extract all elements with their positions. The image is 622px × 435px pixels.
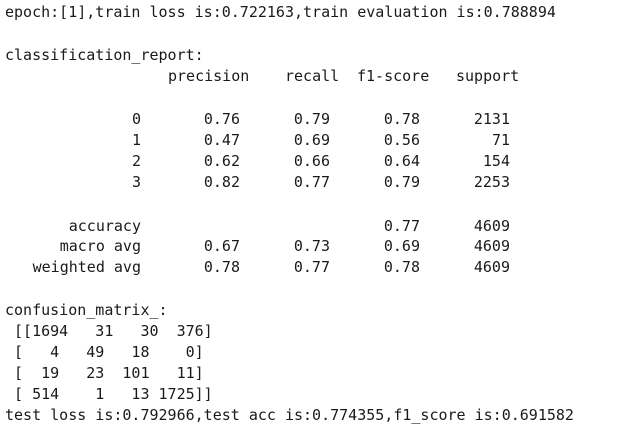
row-label: 0 [131,110,141,128]
row-recall: 0.69 [293,131,330,149]
row-support: 71 [491,131,510,149]
row-precision: 0.82 [203,173,240,191]
summary-recall: 0.77 [293,258,330,276]
confusion-title: confusion_matrix_: [5,301,168,319]
report-title: classification_report: [5,46,204,64]
row-label: 2 [131,152,141,170]
summary-f1: 0.69 [383,237,420,255]
summary-support: 4609 [473,258,510,276]
row-label: 1 [131,131,141,149]
summary-recall: 0.73 [293,237,330,255]
header-precision: precision [168,67,250,85]
summary-label: accuracy [68,217,141,235]
row-f1: 0.56 [383,131,420,149]
test-line: test loss is:0.792966,test acc is:0.7743… [5,406,574,424]
confusion-row: [[1694 31 30 376] [5,322,213,340]
row-precision: 0.62 [203,152,240,170]
summary-support: 4609 [473,237,510,255]
confusion-row: [ 4 49 18 0] [5,343,204,361]
header-support: support [456,67,520,85]
row-precision: 0.47 [203,131,240,149]
row-support: 154 [482,152,510,170]
row-f1: 0.64 [383,152,420,170]
confusion-row: [ 19 23 101 11] [5,364,204,382]
summary-support: 4609 [473,217,510,235]
summary-f1: 0.77 [383,217,420,235]
row-support: 2131 [473,110,510,128]
header-f1-score: f1-score [357,67,430,85]
row-label: 3 [131,173,141,191]
row-f1: 0.78 [383,110,420,128]
row-support: 2253 [473,173,510,191]
row-recall: 0.77 [293,173,330,191]
row-f1: 0.79 [383,173,420,191]
row-recall: 0.79 [293,110,330,128]
row-recall: 0.66 [293,152,330,170]
summary-f1: 0.78 [383,258,420,276]
epoch-line: epoch:[1],train loss is:0.722163,train e… [5,3,556,21]
summary-label: weighted avg [32,258,141,276]
summary-precision: 0.78 [203,258,240,276]
confusion-row: [ 514 1 13 1725]] [5,385,213,403]
summary-precision: 0.67 [203,237,240,255]
header-recall: recall [285,67,340,85]
summary-label: macro avg [59,237,141,255]
row-precision: 0.76 [203,110,240,128]
